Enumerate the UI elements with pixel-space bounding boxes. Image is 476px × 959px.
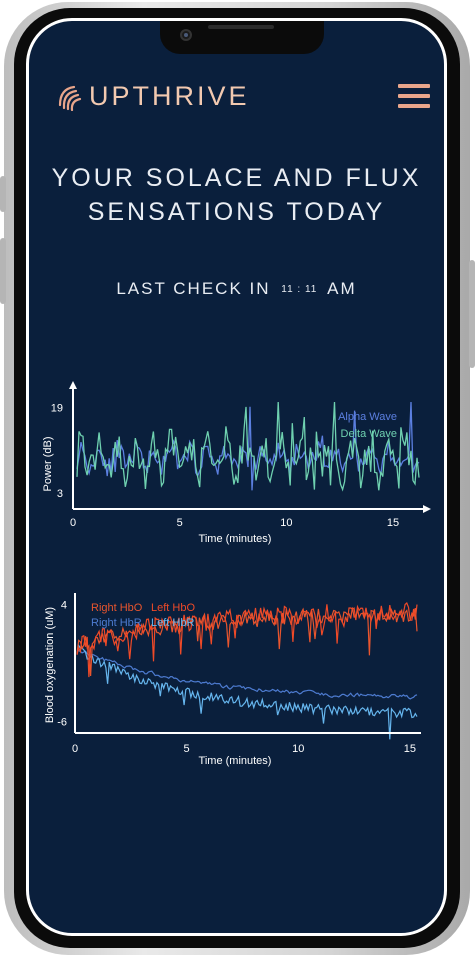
fingerprint-logo-icon (58, 85, 82, 111)
x-tick-label: 10 (280, 517, 292, 529)
legend-right-hbr: Right HbR (91, 617, 142, 629)
y-tick-label: 4 (61, 600, 67, 612)
app-screen: UPTHRIVE YOUR SOLACE AND FLUX SENSATIONS… (26, 18, 447, 936)
y-axis-label: Blood oxygenation (uM) (44, 607, 56, 723)
page-headline: YOUR SOLACE AND FLUX SENSATIONS TODAY (29, 161, 444, 229)
checkin-label: LAST CHECK IN (116, 279, 271, 298)
speaker-grille (208, 25, 274, 29)
camera-icon (180, 29, 192, 41)
checkin-time: 11 : 11 (281, 284, 318, 296)
x-tick-label: 5 (177, 517, 183, 529)
app-logo[interactable]: UPTHRIVE (57, 81, 250, 112)
series-line-delta (76, 401, 420, 492)
headline-line-2: SENSATIONS TODAY (87, 198, 386, 226)
eeg-power-svg: Alpha Wave Delta Wave 19 3 0 5 10 15 Time (minut… (42, 381, 431, 545)
headline-line-1: YOUR SOLACE AND FLUX (51, 164, 422, 192)
legend-alpha: Alpha Wave (338, 411, 397, 423)
blood-oxygenation-chart: Right HbO Left HbO Right HbR Left HbR 4 -6 0 5 1… (29, 581, 444, 771)
legend-delta: Delta Wave (341, 428, 397, 440)
y-tick-label: -6 (57, 716, 67, 728)
phone-power-button (469, 260, 475, 368)
checkin-ampm: AM (327, 279, 357, 298)
x-tick-label: 0 (72, 743, 78, 755)
eeg-power-chart: Alpha Wave Delta Wave 19 3 0 5 10 15 Time (minut… (29, 376, 444, 556)
x-axis-label: Time (minutes) (199, 755, 272, 767)
x-tick-label: 15 (387, 517, 399, 529)
y-axis-label: Power (dB) (42, 436, 54, 491)
x-tick-label: 0 (70, 517, 76, 529)
legend-left-hbr: Left HbR (151, 617, 194, 629)
legend-right-hbo: Right HbO (91, 602, 143, 614)
last-check-in: LAST CHECK IN 11 : 11 AM (29, 279, 444, 299)
hamburger-menu-icon[interactable] (398, 84, 430, 109)
blood-oxygenation-svg: Right HbO Left HbO Right HbR Left HbR 4 -6 0 5 1… (44, 593, 421, 767)
x-tick-label: 15 (404, 743, 416, 755)
series-line-right-hbr (77, 650, 418, 700)
x-axis-arrow-icon (423, 505, 431, 513)
series-line-left-hbr (76, 644, 418, 740)
notch (160, 21, 324, 54)
series-line-left-hbo (76, 601, 418, 678)
phone-side-button (0, 176, 6, 212)
y-tick-label: 19 (51, 402, 63, 414)
x-axis-label: Time (minutes) (199, 533, 272, 545)
phone-side-button (0, 238, 6, 304)
y-tick-label: 3 (57, 488, 63, 500)
legend-left-hbo: Left HbO (151, 602, 195, 614)
app-name: UPTHRIVE (89, 81, 250, 111)
x-tick-label: 5 (184, 743, 190, 755)
x-tick-label: 10 (292, 743, 304, 755)
y-axis-arrow-icon (69, 381, 77, 389)
